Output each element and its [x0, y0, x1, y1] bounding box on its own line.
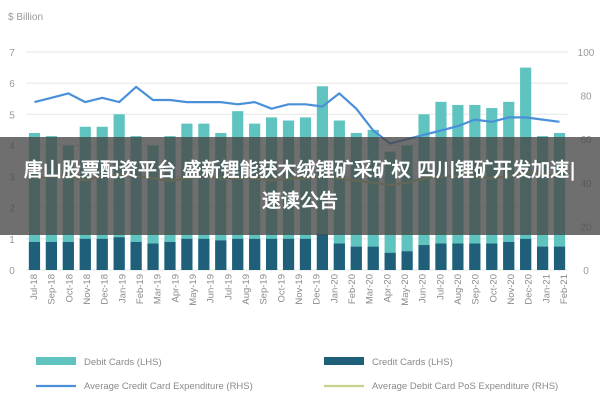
credit-card-bar — [79, 238, 91, 270]
legend: Debit Cards (LHS) Credit Cards (LHS) Avera… — [36, 357, 558, 392]
credit-card-bar — [147, 243, 159, 270]
x-tick-label: Jan-20 — [329, 274, 340, 303]
x-tick-label: Feb-21 — [559, 274, 570, 304]
x-tick-label: Sep-18 — [47, 274, 58, 305]
x-tick-label: May-20 — [400, 274, 411, 306]
x-tick-label: Jun-19 — [206, 274, 217, 303]
credit-card-bar — [215, 240, 227, 270]
legend-swatch — [324, 357, 364, 365]
right-tick-label: 0 — [583, 266, 589, 277]
credit-card-bar — [401, 251, 413, 270]
x-tick-label: Sep-20 — [471, 274, 482, 305]
x-tick-label: Oct-19 — [276, 274, 287, 303]
x-tick-label: Feb-20 — [347, 274, 358, 304]
credit-card-bar — [62, 241, 74, 270]
credit-card-bar — [316, 234, 328, 270]
x-tick-label: Jan-19 — [117, 274, 128, 303]
credit-card-bar — [350, 246, 362, 270]
credit-card-bar — [486, 243, 498, 270]
left-tick-label: 5 — [9, 110, 15, 121]
credit-card-bar — [553, 246, 566, 270]
credit-card-bar — [164, 241, 176, 270]
x-tick-label: Jan-21 — [541, 274, 552, 303]
credit-card-bar — [299, 238, 312, 270]
legend-label: Average Credit Card Expenditure (RHS) — [84, 381, 253, 392]
credit-card-bar — [435, 243, 447, 270]
right-tick-label: 80 — [580, 92, 592, 103]
x-axis-ticks: Jul-18 Sep-18 Oct-18 Nov-18 Dec-18 Jan-19 Feb-… — [29, 274, 570, 306]
credit-card-bar — [520, 238, 532, 270]
credit-card-bar — [537, 246, 549, 270]
x-tick-label: Jul-18 — [29, 274, 40, 300]
legend-label: Average Debit Card PoS Expenditure (RHS) — [372, 381, 558, 392]
x-tick-label: Aug-20 — [453, 274, 464, 305]
left-tick-label: 1 — [9, 235, 15, 246]
x-tick-label: Oct-20 — [488, 274, 499, 303]
x-tick-label: Feb-19 — [135, 274, 146, 304]
left-axis-unit: $ Billion — [8, 12, 43, 23]
x-tick-label: Sep-19 — [259, 274, 270, 305]
legend-label: Debit Cards (LHS) — [84, 357, 162, 368]
x-tick-label: Nov-19 — [294, 274, 305, 305]
x-tick-label: Apr-20 — [382, 274, 393, 303]
x-tick-label: Mar-19 — [153, 274, 164, 304]
x-tick-label: Jul-19 — [223, 274, 234, 300]
credit-card-bar — [452, 243, 464, 270]
left-tick-label: 0 — [9, 266, 15, 277]
legend-label: Credit Cards (LHS) — [372, 357, 453, 368]
credit-card-bar — [113, 237, 125, 270]
x-tick-label: Jun-20 — [418, 274, 429, 303]
credit-card-bar — [232, 238, 244, 270]
x-tick-label: Dec-20 — [524, 274, 535, 305]
x-tick-label: Dec-19 — [312, 274, 323, 305]
credit-card-bar — [418, 245, 430, 270]
credit-card-bar — [503, 241, 515, 270]
credit-card-bar — [469, 243, 481, 270]
credit-card-bar — [249, 238, 261, 270]
credit-card-bar — [181, 238, 193, 270]
x-tick-label: May-19 — [188, 274, 199, 306]
title-banner: 唐山股票配资平台 盛新锂能获木绒锂矿采矿权 四川锂矿开发加速|速读公告 — [0, 137, 600, 235]
credit-card-bar — [384, 252, 396, 270]
x-tick-label: Aug-19 — [241, 274, 252, 305]
x-tick-label: Nov-20 — [506, 274, 517, 305]
credit-card-bar — [45, 241, 57, 270]
x-tick-label: Jul-20 — [435, 274, 446, 300]
credit-card-bar — [28, 241, 41, 270]
credit-card-bar — [96, 238, 108, 270]
x-tick-label: Nov-18 — [82, 274, 93, 305]
right-tick-label: 100 — [578, 48, 595, 59]
credit-card-bar — [198, 238, 210, 270]
credit-card-bar — [130, 241, 142, 270]
credit-card-bar — [266, 238, 278, 270]
left-tick-label: 6 — [9, 79, 15, 90]
credit-card-bar — [367, 246, 379, 270]
left-tick-label: 7 — [9, 48, 15, 59]
x-tick-label: Dec-18 — [100, 274, 111, 305]
x-tick-label: Apr-19 — [170, 274, 181, 303]
credit-card-bar — [333, 243, 345, 270]
credit-expenditure-line — [34, 85, 560, 145]
x-tick-label: Oct-18 — [64, 274, 75, 303]
credit-card-bar — [282, 238, 295, 270]
x-tick-label: Mar-20 — [365, 274, 376, 304]
banner-title: 唐山股票配资平台 盛新锂能获木绒锂矿采矿权 四川锂矿开发加速|速读公告 — [23, 159, 577, 212]
legend-swatch — [36, 357, 76, 365]
